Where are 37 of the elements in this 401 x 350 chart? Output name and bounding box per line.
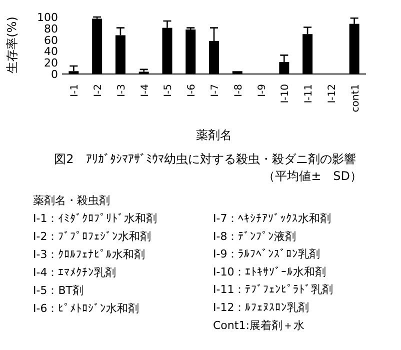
x-axis-title: 薬剤名 — [196, 128, 232, 142]
text: （平均値± SD） — [263, 169, 362, 183]
x-tick-label: I-12 — [326, 84, 338, 104]
x-tick-label: I-8 — [233, 84, 244, 97]
text: 図2 ｱﾘｶﾞﾀｼﾏｱｻﾞﾐｳﾏ幼虫に対する殺虫・殺ダニ剤の影響 — [54, 152, 356, 166]
text: I-12：ﾙﾌｪﾇｽﾛﾝ乳剤 — [213, 301, 310, 314]
text: I-1：ｲﾐﾀﾞｸﾛﾌﾟﾘﾄﾞ水和剤 — [33, 212, 158, 225]
x-tick-label: I-10 — [280, 84, 292, 104]
text: Cont1:展着剤＋水 — [213, 318, 304, 332]
x-tick-label: I-6 — [186, 84, 198, 97]
text: 薬剤名・殺虫剤 — [33, 194, 110, 207]
x-tick-label: I-3 — [116, 84, 128, 97]
x-tick-label: I-7 — [210, 84, 221, 97]
y-axis-title: 生存率(%) — [5, 16, 19, 74]
text: I-10：ｴﾄｷｻｿﾞｰﾙ水和剤 — [213, 265, 326, 278]
x-tick-label: I-11 — [304, 84, 315, 104]
y-tick-label: 20 — [44, 56, 58, 70]
x-tick-label: I-9 — [256, 84, 268, 97]
x-tick-label: I-4 — [140, 84, 151, 97]
text: I-11：ﾃﾌﾞﾌｪﾝﾋﾟﾗﾄﾞ乳剤 — [213, 283, 334, 296]
text: I-6：ﾋﾟﾒﾄﾛｼﾞﾝ水和剤 — [33, 302, 140, 315]
text: I-7：ﾍｷｼﾁｱｿﾞｯｸｽ水和剤 — [213, 212, 332, 225]
y-tick-label: 60 — [44, 34, 58, 47]
y-tick-label: 0 — [51, 68, 58, 81]
y-tick-label: 40 — [44, 45, 58, 58]
y-tick-label: 100 — [37, 11, 58, 24]
x-tick-label: I-2 — [93, 84, 104, 97]
text: I-9：ﾗﾙﾌﾍﾞﾝｽﾞﾛﾝ乳剤 — [213, 248, 320, 261]
text: I-8：ﾃﾞﾝﾌﾟﾝ液剤 — [213, 230, 296, 243]
text: I-2：ﾌﾞﾌﾟﾛﾌｪｼﾞﾝ水和剤 — [33, 230, 152, 243]
x-tick-label: I-1 — [70, 84, 81, 97]
y-tick-label: 80 — [44, 22, 58, 36]
text: I-5：BT剤 — [33, 284, 84, 297]
x-tick-label: cont1 — [350, 84, 362, 112]
text: I-4：ｴﾏﾒｸﾁﾝ乳剤 — [33, 266, 116, 279]
x-tick-label: I-5 — [163, 84, 174, 97]
text: I-3：ｸﾛﾙﾌｪﾅﾋﾟﾙ水和剤 — [33, 248, 146, 261]
